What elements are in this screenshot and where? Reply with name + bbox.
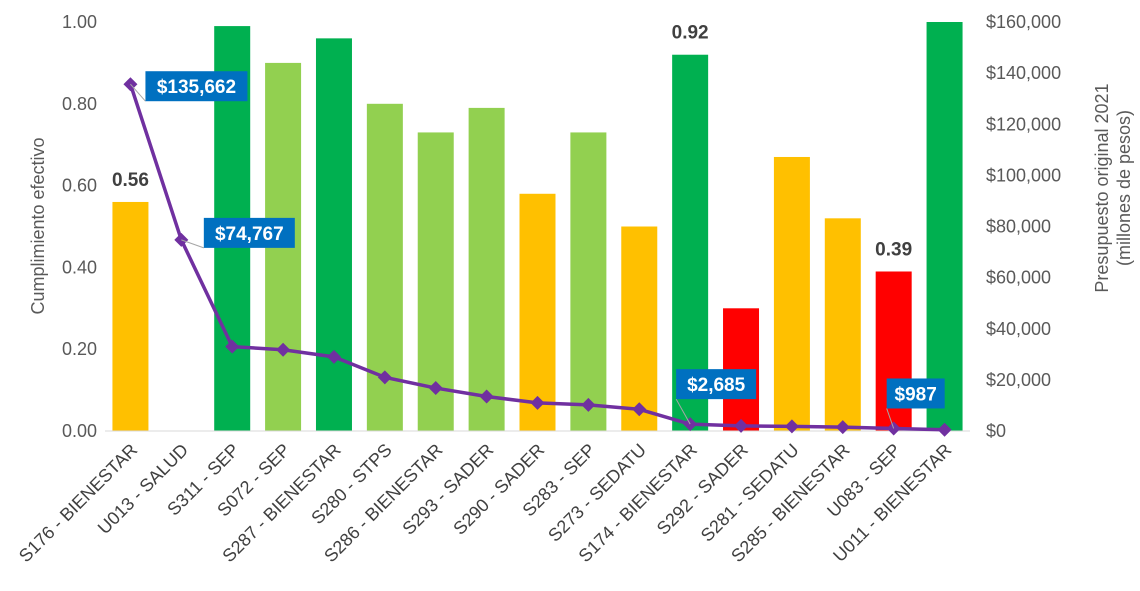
callout-box [676, 369, 757, 400]
right-tick-label: $40,000 [986, 319, 1051, 339]
bar [112, 201, 149, 431]
budget-point [784, 419, 799, 434]
right-tick-label: $60,000 [986, 268, 1051, 288]
right-tick-label: $120,000 [986, 114, 1061, 134]
right-tick-label: $0 [986, 421, 1006, 441]
callout-label: $135,662 [157, 77, 236, 98]
callout-leader [181, 239, 204, 249]
budget-point [632, 402, 647, 417]
bar-value-label: 0.56 [112, 170, 149, 191]
left-tick-label: 0.60 [62, 176, 97, 196]
right-axis-title-line: (millones de pesos) [1114, 110, 1134, 266]
left-tick-label: 0.20 [62, 339, 97, 359]
bar-value-label: 0.92 [672, 23, 709, 44]
category-label: U013 - SALUD [94, 440, 192, 538]
left-tick-label: 0.40 [62, 257, 97, 277]
budget-point [377, 370, 392, 385]
right-tick-label: $140,000 [986, 63, 1061, 83]
right-tick-label: $160,000 [986, 12, 1061, 32]
bar [773, 156, 810, 431]
budget-line [123, 77, 952, 437]
callout-leader [130, 83, 146, 102]
category-label: S293 - SADER [398, 440, 497, 539]
left-tick-label: 1.00 [62, 12, 97, 32]
bar [315, 38, 352, 432]
budget-point [734, 418, 749, 433]
right-tick-label: $80,000 [986, 217, 1051, 237]
right-tick-label: $100,000 [986, 165, 1061, 185]
budget-point [937, 422, 952, 437]
bar [621, 226, 658, 431]
callout-leader [886, 408, 895, 429]
right-axis-title-line: Presupuesto original 2021 [1092, 83, 1112, 292]
left-tick-label: 0.80 [62, 94, 97, 114]
callout-label: $2,685 [687, 375, 746, 396]
budget-point [225, 339, 240, 354]
budget-point [326, 349, 341, 364]
right-axis-title: Presupuesto original 2021 (millones de pe… [1092, 83, 1134, 292]
callout-box [203, 217, 295, 248]
budget-point [276, 342, 291, 357]
callout-label: $74,767 [215, 224, 284, 245]
callout-box [145, 71, 248, 102]
right-tick-label: $20,000 [986, 370, 1051, 390]
budget-point [479, 389, 494, 404]
left-tick-label: 0.00 [62, 421, 97, 441]
bar [570, 132, 607, 431]
category-label: S292 - SADER [653, 440, 752, 539]
budget-point [428, 381, 443, 396]
budget-point [581, 397, 596, 412]
bar [672, 54, 709, 431]
category-label: S290 - SADER [449, 440, 548, 539]
bar-value-label: 0.39 [875, 239, 912, 260]
left-ticks: 1.00 0.80 0.60 0.40 0.20 0.00 [62, 12, 97, 441]
budget-point [530, 395, 545, 410]
left-axis-title: Cumplimiento efectivo [28, 137, 48, 314]
bar [824, 218, 861, 431]
bar [468, 107, 505, 431]
budget-point [835, 420, 850, 435]
bar-labels: 0.56 0.92 0.39 [112, 23, 912, 261]
callout-label: $987 [895, 384, 937, 405]
right-ticks: $160,000 $140,000 $120,000 $100,000 $80,000 $… [986, 12, 1061, 441]
callouts: $135,662 $74,767 $2,685 $987 [130, 71, 945, 429]
callout-box [886, 378, 945, 409]
bar [926, 22, 963, 431]
callout-leader [675, 398, 691, 425]
bar [519, 193, 556, 431]
